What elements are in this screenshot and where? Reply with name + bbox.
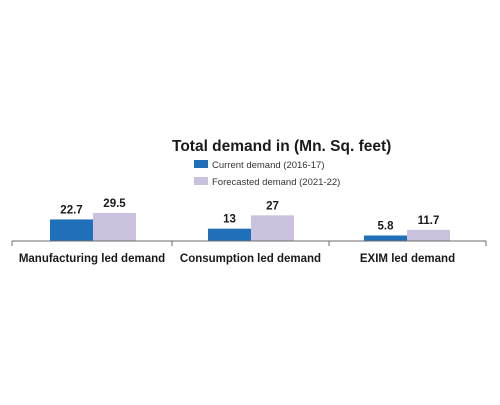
- value-labels-group: 22.7 29.5 13 27 5.8 11.7: [60, 198, 439, 233]
- bar-2-series-2: [251, 215, 294, 241]
- x-axis: [11, 240, 487, 246]
- value-label-2-series-1: 13: [223, 214, 236, 226]
- bars-group: [50, 212, 450, 241]
- legend-swatch-1: [194, 160, 208, 168]
- value-label-3-series-2: 11.7: [418, 215, 440, 227]
- legend: Current demand (2016-17) Forecasted deman…: [194, 160, 340, 188]
- category-label-3: EXIM led demand: [360, 253, 455, 265]
- value-label-3-series-1: 5.8: [378, 220, 395, 232]
- value-label-1-series-1: 22.7: [60, 204, 82, 216]
- bar-3-series-2: [407, 229, 450, 241]
- bar-2-series-1: [208, 228, 251, 241]
- legend-label-1: Current demand (2016-17): [212, 160, 324, 171]
- legend-label-2: Forecasted demand (2021-22): [212, 177, 340, 188]
- bar-3-series-1: [364, 235, 407, 241]
- bar-1-series-2: [93, 212, 136, 241]
- category-labels-group: Manufacturing led demand Consumption led …: [19, 253, 455, 265]
- category-label-1: Manufacturing led demand: [19, 253, 165, 265]
- legend-swatch-2: [194, 177, 208, 185]
- value-label-2-series-2: 27: [266, 200, 279, 212]
- chart-title: Total demand in (Mn. Sq. feet): [172, 138, 391, 155]
- value-label-1-series-2: 29.5: [103, 198, 126, 210]
- bar-1-series-1: [50, 219, 93, 241]
- category-label-2: Consumption led demand: [180, 253, 321, 265]
